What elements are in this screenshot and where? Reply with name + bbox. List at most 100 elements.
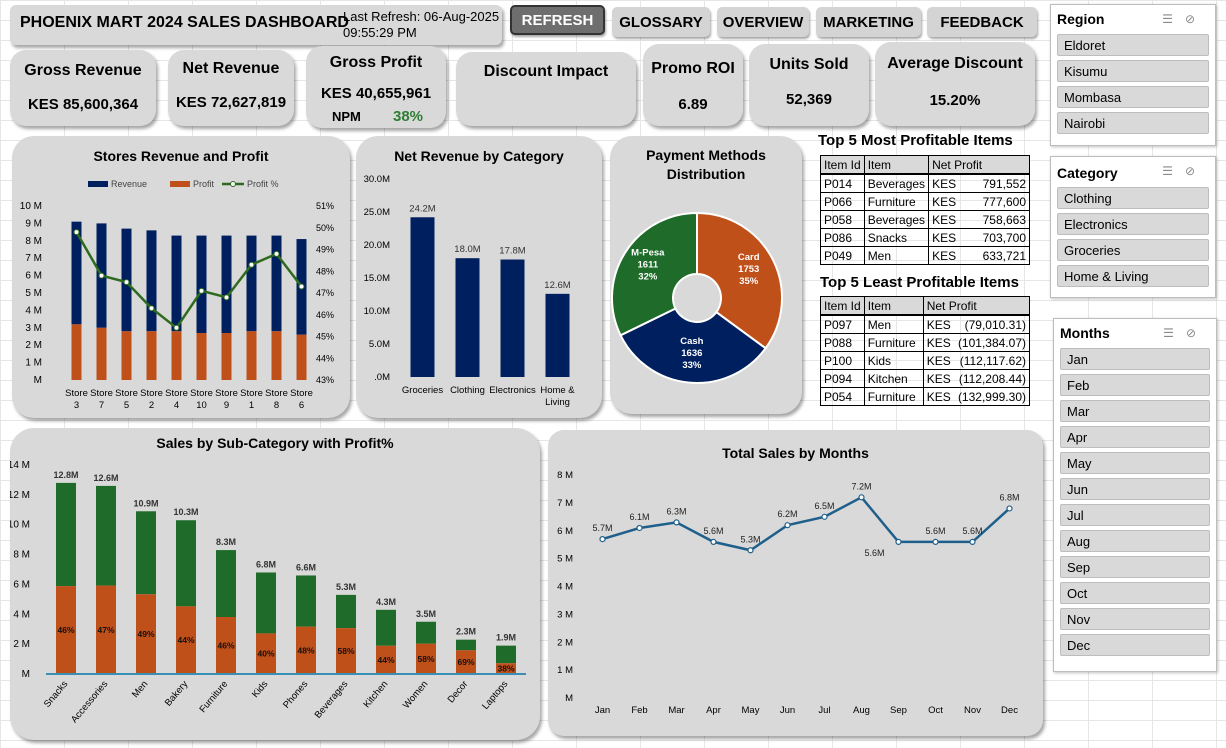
profit-bar	[456, 650, 476, 674]
profit-pct-point	[223, 294, 230, 301]
marketing-button[interactable]: MARKETING	[816, 7, 921, 37]
x-tick-label: 6	[299, 400, 304, 411]
total-label: 12.8M	[53, 470, 78, 480]
slicer-item-aug[interactable]: Aug	[1060, 530, 1210, 552]
kpi-value: 52,369	[786, 91, 832, 108]
x-tick-label: Store	[240, 388, 263, 399]
months-slicer: Months ☰⊘ Jan Feb Mar Apr May Jun Jul Aug Sep Oct…	[1053, 318, 1217, 672]
profit-pct-label: 48%	[297, 645, 314, 655]
y-tick-label: 8 M	[25, 236, 42, 247]
profit-bar	[221, 333, 232, 380]
refresh-button[interactable]: REFRESH	[510, 5, 605, 35]
sales-bar	[336, 594, 356, 629]
slicer-item-jan[interactable]: Jan	[1060, 348, 1210, 370]
multi-select-icon[interactable]: ☰	[1162, 164, 1185, 178]
overview-button[interactable]: OVERVIEW	[717, 7, 809, 37]
profit-bar	[176, 606, 196, 674]
total-label: 10.3M	[173, 507, 198, 517]
slicer-item-nairobi[interactable]: Nairobi	[1057, 112, 1209, 134]
multi-select-icon[interactable]: ☰	[1163, 326, 1186, 340]
profit-bar	[296, 626, 316, 674]
item-id-cell: P100	[820, 351, 865, 370]
glossary-button[interactable]: GLOSSARY	[612, 7, 710, 37]
y-tick-label: 5 M	[25, 288, 42, 299]
profit-pct-label: 47%	[97, 625, 114, 635]
slice-name: Cash	[680, 336, 703, 347]
net-profit-cell: 758,663	[959, 210, 1031, 229]
dashboard-title: PHOENIX MART 2024 SALES DASHBOARD	[20, 14, 349, 31]
kpi-title: Discount Impact	[483, 63, 609, 80]
x-tick-label: Store	[265, 388, 288, 399]
x-tick-label: Phones	[281, 679, 310, 711]
slicer-item-may[interactable]: May	[1060, 452, 1210, 474]
y-tick-label: M	[34, 375, 42, 386]
clear-filter-icon[interactable]: ⊘	[1184, 12, 1207, 26]
x-tick-label: Jul	[818, 705, 830, 716]
y2-tick-label: 47%	[316, 288, 334, 298]
legend-label: Profit %	[247, 179, 279, 189]
slicer-item-mombasa[interactable]: Mombasa	[1057, 86, 1209, 108]
net-profit-cell: 633,721	[959, 246, 1031, 265]
slicer-item-electronics[interactable]: Electronics	[1057, 213, 1209, 235]
slicer-item-dec[interactable]: Dec	[1060, 634, 1210, 656]
slicer-item-eldoret[interactable]: Eldoret	[1057, 34, 1209, 56]
profit-bar	[296, 334, 307, 380]
slicer-item-nov[interactable]: Nov	[1060, 608, 1210, 630]
y-tick-label: 15.0M	[364, 273, 390, 284]
kpi-title: Gross Revenue	[24, 62, 142, 79]
clear-filter-icon[interactable]: ⊘	[1184, 164, 1207, 178]
currency-cell: KES	[922, 387, 954, 406]
y2-tick-label: 49%	[316, 245, 334, 255]
clear-filter-icon[interactable]: ⊘	[1185, 326, 1208, 340]
y-tick-label: 2 M	[557, 637, 573, 648]
column-header: Net Profit	[928, 155, 1030, 175]
x-tick-label: 9	[224, 400, 229, 411]
y-tick-label: 5.0M	[369, 339, 390, 350]
x-tick-label: Store	[65, 388, 88, 399]
kpi-title: Gross Profit	[329, 54, 423, 71]
pie-slice	[696, 211, 783, 350]
x-tick-label: Store	[115, 388, 138, 399]
slicer-item-clothing[interactable]: Clothing	[1057, 187, 1209, 209]
x-tick-label: Decor	[446, 679, 471, 705]
x-tick-label: Beverages	[313, 679, 351, 721]
column-header: Net Profit	[922, 296, 1031, 316]
x-tick-label: Jan	[595, 705, 610, 716]
item-cell: Furniture	[863, 192, 930, 211]
x-tick-label: Groceries	[402, 385, 443, 396]
slicer-item-jul[interactable]: Jul	[1060, 504, 1210, 526]
x-tick-label: Oct	[928, 705, 943, 716]
slicer-item-groceries[interactable]: Groceries	[1057, 239, 1209, 261]
kpi-gross-profit: Gross Profit KES 40,655,961 NPM 38%	[306, 46, 446, 128]
x-tick-label: Home &	[540, 385, 575, 396]
x-tick-label: Furniture	[197, 679, 230, 715]
x-tick-label: Laptops	[480, 679, 510, 712]
item-id-cell: P088	[820, 333, 865, 352]
slicer-item-sep[interactable]: Sep	[1060, 556, 1210, 578]
item-cell: Furniture	[863, 387, 924, 406]
feedback-button[interactable]: FEEDBACK	[927, 7, 1037, 37]
slicer-item-kisumu[interactable]: Kisumu	[1057, 60, 1209, 82]
x-tick-label: Women	[401, 679, 430, 711]
slicer-item-feb[interactable]: Feb	[1060, 374, 1210, 396]
subcategory-chart-card: Sales by Sub-Category with Profit% M 2 M 4…	[10, 428, 540, 740]
net-profit-cell: 703,700	[959, 228, 1031, 247]
multi-select-icon[interactable]: ☰	[1162, 12, 1185, 26]
slicer-item-jun[interactable]: Jun	[1060, 478, 1210, 500]
legend-swatch	[170, 181, 190, 187]
y-tick-label: 10.0M	[364, 306, 390, 317]
slicer-item-oct[interactable]: Oct	[1060, 582, 1210, 604]
slicer-item-home-living[interactable]: Home & Living	[1057, 265, 1209, 287]
x-tick-label: Dec	[1001, 705, 1018, 716]
item-cell: Kids	[863, 351, 924, 370]
profit-pct-label: 44%	[377, 655, 394, 665]
profit-bar	[416, 643, 436, 674]
sales-bar	[176, 520, 196, 607]
slicer-item-mar[interactable]: Mar	[1060, 400, 1210, 422]
y-tick-label: 10 M	[10, 520, 30, 531]
slicer-item-apr[interactable]: Apr	[1060, 426, 1210, 448]
sales-point	[1006, 505, 1013, 512]
title-banner: PHOENIX MART 2024 SALES DASHBOARD Last R…	[10, 5, 502, 45]
total-label: 6.8M	[256, 559, 276, 569]
data-label: 5.3M	[740, 534, 760, 544]
